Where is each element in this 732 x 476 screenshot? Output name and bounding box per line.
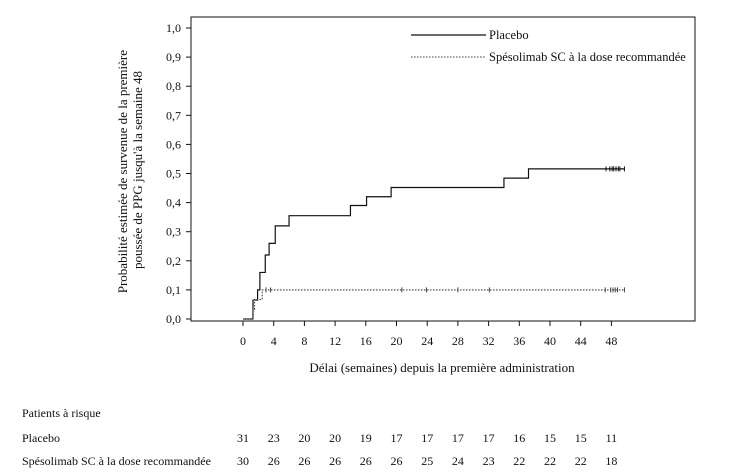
risk-value-spesolimab: 22 [544,454,556,468]
y-axis-title-line-1: Probabilité estimée de survenue de la pr… [115,50,130,294]
x-tick-label: 24 [421,334,433,348]
x-tick-label: 28 [452,334,464,348]
risk-value-placebo: 20 [298,431,310,445]
y-tick-label: 0,8 [166,79,181,93]
series-line-spesolimab [243,289,625,320]
y-tick-label: 0,1 [166,283,181,297]
y-axis: 0,0 0,1 0,2 0,3 0,4 0,5 0,6 0,7 0,8 0,9 1,0 [166,21,191,326]
y-tick-label: 0,7 [166,108,181,122]
risk-value-placebo: 20 [329,431,341,445]
x-tick-label: 4 [271,334,277,348]
x-tick-label: 20 [391,334,403,348]
risk-value-placebo: 19 [360,431,372,445]
risk-value-spesolimab: 24 [452,454,464,468]
risk-value-placebo: 15 [544,431,556,445]
x-tick-label: 8 [301,334,307,348]
y-tick-label: 0,5 [166,167,181,181]
risk-value-spesolimab: 30 [237,454,249,468]
plot-frame [190,16,696,322]
risk-value-placebo: 31 [237,431,249,445]
y-tick-label: 0,6 [166,137,181,151]
risk-value-spesolimab: 18 [605,454,617,468]
x-tick-label: 0 [240,334,246,348]
legend-label-placebo: Placebo [489,28,529,42]
risk-value-spesolimab: 22 [513,454,525,468]
x-tick-label: 40 [544,334,556,348]
x-axis: 0 4 8 12 16 20 24 28 32 36 40 44 48 [240,321,617,348]
series-layer [243,166,625,320]
x-tick-label: 32 [483,334,495,348]
risk-row-label-placebo: Placebo [22,431,60,445]
y-axis-title-line-2: poussée de PPG jusqu'à la semaine 48 [130,71,145,269]
x-tick-label: 44 [575,334,587,348]
risk-value-placebo: 11 [606,431,618,445]
risk-value-placebo: 23 [268,431,280,445]
risk-value-spesolimab: 23 [483,454,495,468]
risk-value-placebo: 15 [575,431,587,445]
x-tick-label: 48 [605,334,617,348]
risk-value-placebo: 17 [421,431,433,445]
risk-value-placebo: 17 [452,431,464,445]
risk-value-placebo: 17 [391,431,403,445]
y-tick-label: 0,3 [166,225,181,239]
y-tick-label: 0,4 [166,196,181,210]
series-line-placebo [243,168,625,320]
y-tick-label: 1,0 [166,21,181,35]
risk-value-placebo: 17 [483,431,495,445]
risk-value-spesolimab: 26 [268,454,280,468]
legend: Placebo Spésolimab SC à la dose recomman… [411,28,686,64]
risk-row-label-spesolimab: Spésolimab SC à la dose recommandée [22,454,211,468]
y-tick-label: 0,0 [166,312,181,326]
x-tick-label: 36 [513,334,525,348]
risk-value-spesolimab: 26 [391,454,403,468]
risk-table-header: Patients à risque [22,406,101,420]
y-axis-title: Probabilité estimée de survenue de la pr… [115,47,145,294]
x-tick-label: 12 [329,334,341,348]
risk-table-values: 31 23 20 20 19 17 17 17 17 16 15 15 11 30 26 26 26 26 26 25… [237,431,617,468]
risk-value-spesolimab: 26 [298,454,310,468]
y-tick-label: 0,2 [166,254,181,268]
y-tick-label: 0,9 [166,50,181,64]
risk-value-spesolimab: 22 [575,454,587,468]
risk-value-spesolimab: 26 [360,454,372,468]
legend-label-spesolimab: Spésolimab SC à la dose recommandée [489,50,686,64]
risk-value-spesolimab: 25 [421,454,433,468]
risk-value-placebo: 16 [513,431,525,445]
x-axis-title: Délai (semaines) depuis la première admi… [309,360,575,375]
risk-table: Patients à risque Placebo Spésolimab SC … [22,406,617,468]
x-tick-label: 16 [360,334,372,348]
risk-value-spesolimab: 26 [329,454,341,468]
